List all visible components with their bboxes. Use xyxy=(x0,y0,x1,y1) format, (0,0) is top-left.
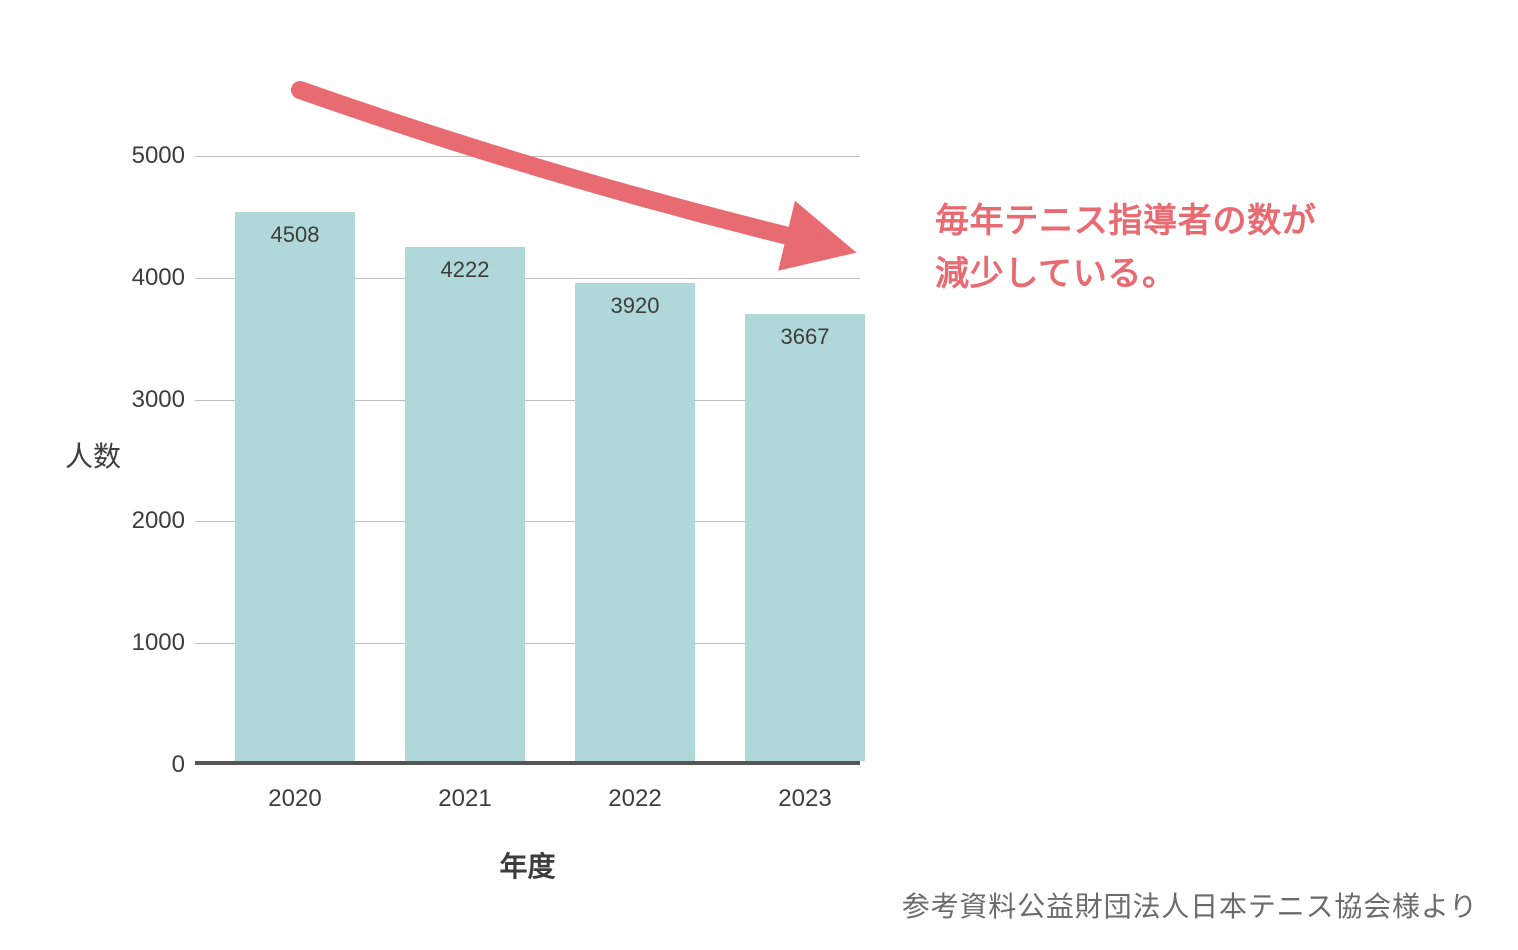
annotation-line-1: 毎年テニス指導者の数が xyxy=(935,195,1316,248)
bar xyxy=(745,314,865,761)
y-tick-label: 3000 xyxy=(115,386,185,414)
y-tick-label: 4000 xyxy=(115,264,185,292)
y-tick-label: 0 xyxy=(115,751,185,779)
bar-slot: 36672023 xyxy=(745,95,865,765)
y-tick-label: 1000 xyxy=(115,629,185,657)
bar-value-label: 3667 xyxy=(745,324,865,350)
bar-value-label: 4222 xyxy=(405,257,525,283)
x-axis-title: 年度 xyxy=(195,845,860,885)
plot-area: 010002000300040005000 450820204222202139… xyxy=(195,95,860,765)
y-tick-labels: 010002000300040005000 xyxy=(115,95,185,765)
x-tick-label: 2023 xyxy=(745,785,865,813)
bar-value-label: 3920 xyxy=(575,293,695,319)
annotation-text: 毎年テニス指導者の数が 減少している。 xyxy=(935,195,1316,300)
x-tick-label: 2021 xyxy=(405,785,525,813)
bar-slot: 45082020 xyxy=(235,95,355,765)
y-tick-label: 2000 xyxy=(115,507,185,535)
y-tick-label: 5000 xyxy=(115,142,185,170)
x-tick-label: 2022 xyxy=(575,785,695,813)
x-axis-baseline xyxy=(195,761,860,765)
bar xyxy=(235,212,355,761)
bar-value-label: 4508 xyxy=(235,222,355,248)
source-attribution: 参考資料公益財団法人日本テニス協会様より xyxy=(902,885,1478,925)
chart-container: 人数 010002000300040005000 450820204222202… xyxy=(60,60,1480,910)
bars-group: 45082020422220213920202236672023 xyxy=(195,95,860,765)
bar-slot: 42222021 xyxy=(405,95,525,765)
bar xyxy=(575,283,695,761)
x-tick-label: 2020 xyxy=(235,785,355,813)
y-axis-title: 人数 xyxy=(65,435,121,475)
annotation-line-2: 減少している。 xyxy=(935,248,1316,301)
bar-slot: 39202022 xyxy=(575,95,695,765)
bar xyxy=(405,247,525,761)
